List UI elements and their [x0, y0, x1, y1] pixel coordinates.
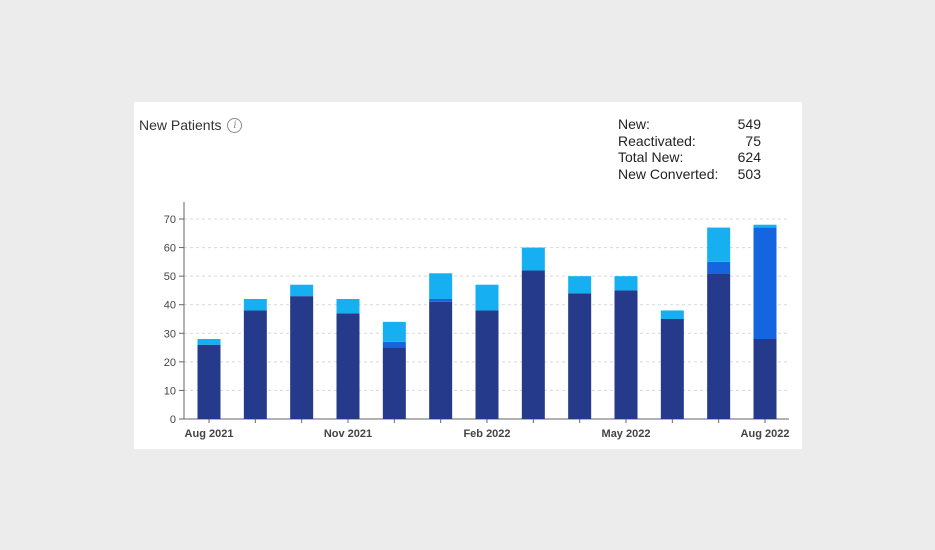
y-tick-label: 20 [164, 357, 176, 369]
stat-row-total-new: Total New: 624 [618, 149, 761, 166]
stat-label: Reactivated: [618, 132, 696, 149]
new-patients-card: New Patients i New: 549 Reactivated: 75 … [134, 102, 802, 449]
stat-value: 503 [737, 165, 761, 182]
bar-segment [475, 284, 499, 311]
stat-label: New Converted: [618, 165, 719, 182]
bar-segment [290, 296, 314, 419]
bar-segment [382, 341, 406, 348]
chart-title: New Patients i [139, 117, 243, 133]
bar-segment [521, 270, 545, 419]
bar-segment [382, 347, 406, 419]
stat-row-reactivated: Reactivated: 75 [618, 133, 761, 150]
bar-segment [660, 310, 684, 319]
bar-segment [521, 247, 545, 271]
bar-segment [614, 276, 638, 291]
bar-segment [707, 273, 731, 419]
stat-label: Total New: [618, 149, 684, 165]
bar-segment [568, 293, 592, 419]
bar-segment [382, 321, 406, 342]
y-tick-label: 70 [164, 214, 176, 226]
bar-segment [475, 310, 499, 419]
bar-segment [290, 284, 314, 297]
bar-segment [197, 344, 221, 419]
y-tick-label: 10 [164, 385, 176, 397]
bar-segment [614, 290, 638, 419]
y-tick-label: 30 [164, 328, 176, 340]
y-tick-label: 40 [164, 300, 176, 312]
y-tick-label: 0 [170, 414, 176, 426]
x-tick-label: Aug 2021 [185, 428, 234, 440]
bar-segment [707, 227, 731, 262]
chart-title-text: New Patients [139, 117, 222, 133]
x-tick-label: May 2022 [602, 428, 651, 440]
x-tick-label: Nov 2021 [324, 428, 372, 440]
stat-value: 75 [745, 132, 761, 149]
stat-value: 549 [737, 116, 761, 132]
bar-segment [197, 339, 221, 345]
y-tick-label: 60 [164, 243, 176, 255]
bar-segment [429, 273, 453, 299]
x-tick-label: Feb 2022 [463, 428, 510, 440]
bar-segment [243, 299, 267, 311]
bar-segment [660, 319, 684, 419]
bar-segment [243, 310, 267, 419]
bar-segment [336, 313, 360, 419]
bar-segment [568, 276, 592, 294]
bar-segment [753, 227, 777, 339]
bar-segment [753, 339, 777, 419]
bar-segment [753, 224, 777, 228]
bar-chart: 0 10 20 30 40 50 60 70 Aug 2021 Nov 2021 Feb 2022 M… [164, 202, 790, 440]
stat-row-new: New: 549 [618, 116, 761, 133]
stat-label: New: [618, 116, 650, 132]
stat-value: 624 [737, 149, 761, 165]
y-tick-label: 50 [164, 271, 176, 283]
bar-segment [707, 261, 731, 274]
stats-summary: New: 549 Reactivated: 75 Total New: 624 … [618, 116, 761, 182]
stat-row-new-converted: New Converted: 503 [618, 166, 761, 183]
x-tick-label: Aug 2022 [741, 428, 790, 440]
bar-segment [336, 299, 360, 314]
bar-segment [429, 301, 453, 419]
bar-segment [429, 299, 453, 302]
info-icon[interactable]: i [227, 117, 243, 133]
